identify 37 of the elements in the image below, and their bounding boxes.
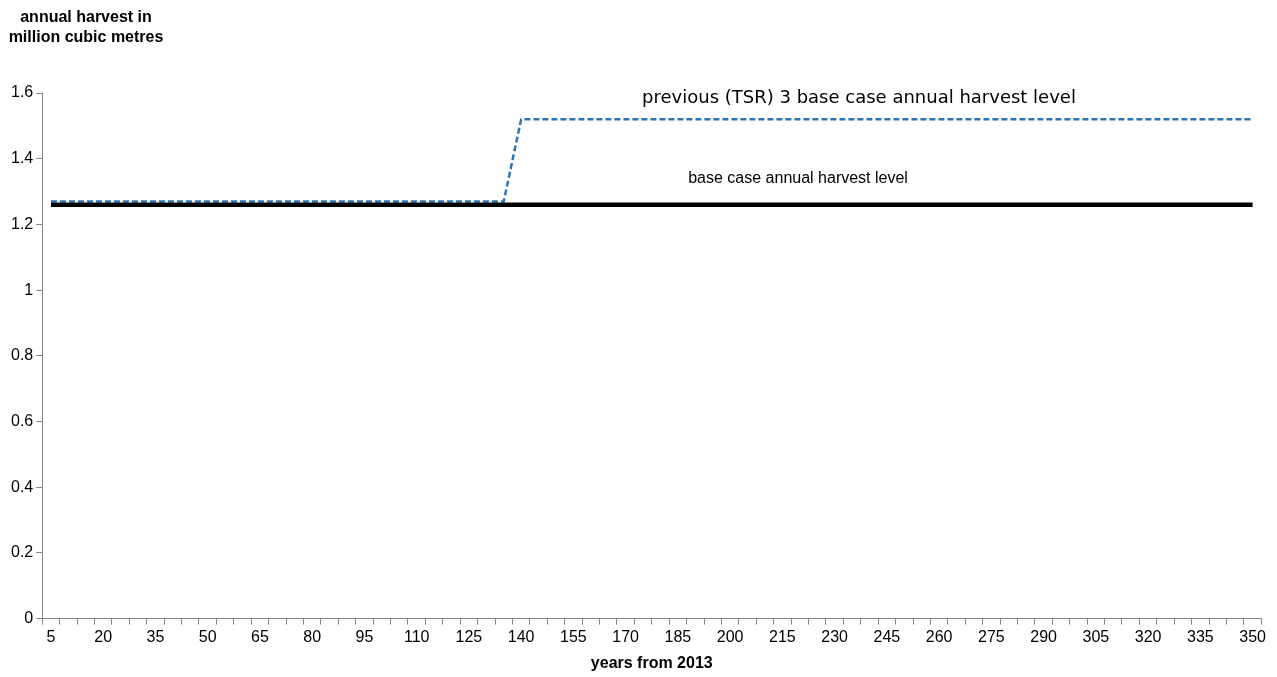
x-tick-label: 125 bbox=[455, 627, 483, 645]
x-tick-label: 50 bbox=[198, 627, 217, 645]
y-tick-label: 1.4 bbox=[10, 149, 34, 167]
x-tick-label: 215 bbox=[769, 627, 796, 645]
x-tick-label: 260 bbox=[925, 627, 953, 645]
x-tick-label: 350 bbox=[1239, 627, 1267, 645]
x-tick-label: 335 bbox=[1187, 627, 1214, 645]
series-label: base case annual harvest level bbox=[688, 169, 908, 187]
x-tick-label: 65 bbox=[251, 627, 269, 645]
x-tick-label: 245 bbox=[873, 627, 901, 645]
x-tick-label: 95 bbox=[355, 627, 374, 645]
x-tick-label: 140 bbox=[507, 627, 535, 645]
x-tick-label: 20 bbox=[94, 627, 113, 645]
x-tick-label: 305 bbox=[1082, 627, 1110, 645]
x-tick-label: 155 bbox=[560, 627, 587, 645]
y-tick-label: 0.4 bbox=[10, 477, 34, 495]
x-tick-label: 5 bbox=[46, 627, 56, 645]
y-tick-label: 0.2 bbox=[10, 543, 34, 561]
x-tick-label: 230 bbox=[821, 627, 849, 645]
y-tick-label: 1.6 bbox=[10, 83, 34, 101]
y-tick-label: 1 bbox=[24, 280, 34, 298]
y-tick-label: 0.8 bbox=[10, 346, 34, 364]
x-tick-label: 200 bbox=[716, 627, 744, 645]
x-tick-label: 80 bbox=[303, 627, 322, 645]
x-tick-label: 290 bbox=[1030, 627, 1058, 645]
x-tick-label: 185 bbox=[664, 627, 692, 645]
y-tick-label: 1.2 bbox=[10, 214, 34, 232]
series-label: previous (TSR) 3 base case annual harvest level bbox=[642, 85, 1076, 107]
y-axis-title: annual harvest in million cubic metres bbox=[8, 8, 164, 46]
x-tick-label: 275 bbox=[978, 627, 1005, 645]
x-tick-label: 170 bbox=[612, 627, 640, 645]
y-tick-label: 0.6 bbox=[10, 411, 34, 429]
x-tick-label: 35 bbox=[146, 627, 165, 645]
x-tick-label: 110 bbox=[403, 627, 430, 645]
x-tick-label: 320 bbox=[1134, 627, 1162, 645]
x-axis-title: years from 2013 bbox=[590, 653, 713, 671]
y-tick-label: 0 bbox=[24, 609, 34, 627]
